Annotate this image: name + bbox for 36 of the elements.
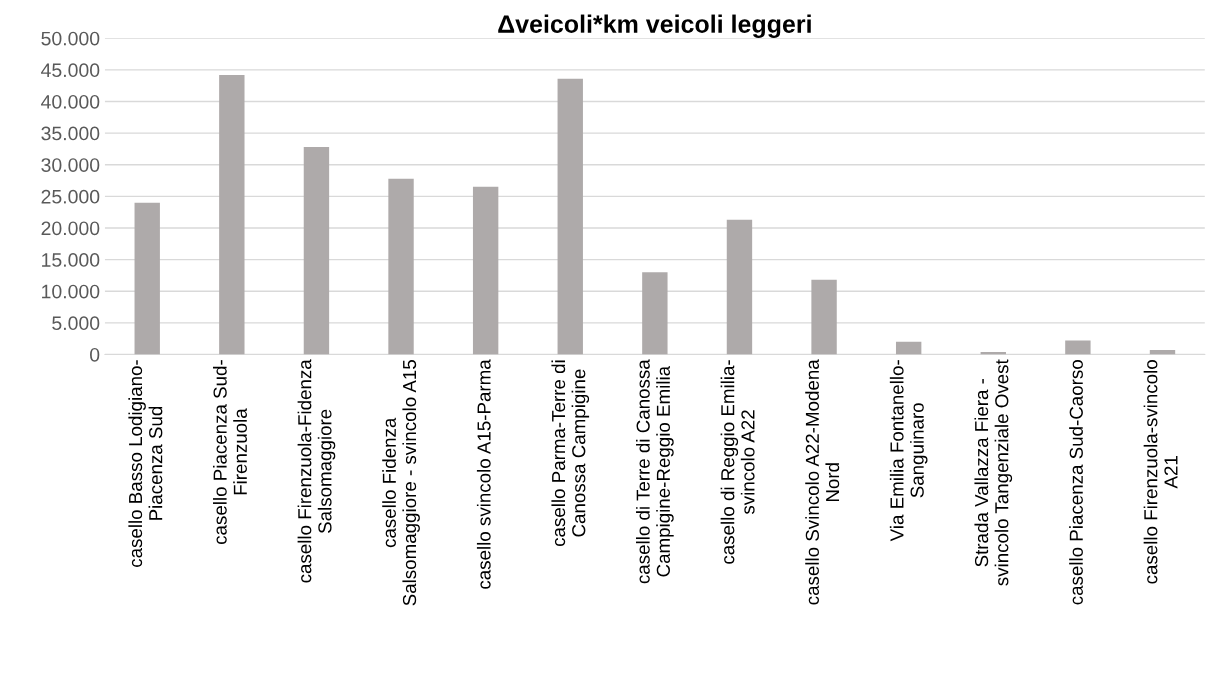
y-tick-label: 20.000: [41, 221, 100, 236]
x-tick-label: casello di Terre di Canossa Campigine-Reggio Emilia: [636, 359, 674, 584]
bar: [472, 186, 499, 355]
bar: [219, 74, 245, 355]
bar: [134, 202, 160, 355]
x-tick-label: casello Fidenza Salsomaggiore - svincolo A15: [382, 360, 420, 606]
x-tick-label: casello Svincolo A22-Modena Nord: [805, 359, 840, 605]
bar: [642, 272, 668, 355]
x-tick-label: casello Parma-Terre di Canossa Campigine: [551, 360, 590, 547]
y-tick-label: 45.000: [41, 63, 100, 78]
x-tick-label: casello Piacenza Sud- Firenzuola: [212, 360, 247, 545]
y-tick-label: 10.000: [42, 284, 100, 299]
bar: [1065, 340, 1091, 355]
y-tick-label: 30.000: [41, 158, 100, 172]
x-tick-label: Via Emilia Fontanello- Sanguinaro: [889, 360, 928, 542]
y-tick-label: 5.000: [52, 316, 100, 331]
y-tick-label: 0: [90, 347, 100, 362]
x-tick-label: casello Firenzuola-svincolo A21: [1143, 360, 1178, 584]
y-tick-label: 35.000: [41, 126, 100, 141]
bar: [388, 178, 414, 355]
bar: [303, 147, 330, 355]
chart-title: Δveicoli*km veicoli leggeri: [498, 14, 811, 38]
x-tick-label: casello Firenzuola-Fidenza Salsomaggiore: [297, 359, 336, 583]
bar: [811, 279, 837, 355]
x-tick-label: Strada Vallazza Fiera - svincolo Tangenziale Ovest: [974, 359, 1013, 586]
bar: [726, 219, 753, 355]
x-tick-label: casello svincolo A15-Parma: [476, 359, 491, 589]
y-tick-label: 15.000: [42, 253, 100, 267]
bar: [557, 78, 583, 355]
x-tick-label: casello di Reggio Emilia- svincolo A22: [720, 360, 755, 564]
bar: [895, 341, 922, 355]
y-tick-label: 40.000: [41, 94, 100, 109]
y-tick-label: 50.000: [41, 31, 100, 46]
x-tick-label: casello Basso Lodigiano- Piacenza Sud: [128, 360, 163, 567]
x-tick-label: casello Piacenza Sud-Caorso: [1069, 360, 1083, 605]
y-tick-label: 25.000: [41, 189, 100, 204]
